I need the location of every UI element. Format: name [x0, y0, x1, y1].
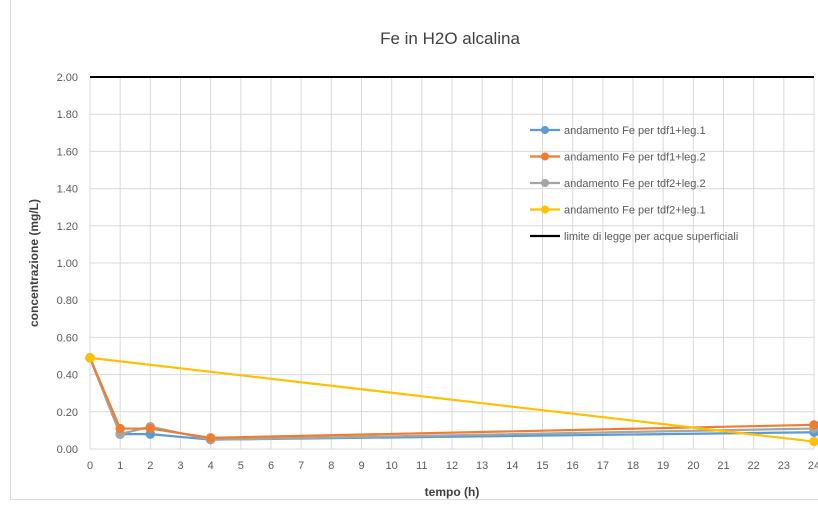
y-tick-label: 0.00 [57, 444, 78, 456]
x-tick-label: 13 [476, 460, 488, 472]
data-point [145, 423, 156, 434]
data-point [809, 436, 818, 447]
legend: andamento Fe per tdf1+leg.1 andamento Fe … [530, 125, 738, 243]
y-tick-label: 0.20 [57, 407, 78, 419]
y-tick-label: 0.40 [57, 370, 78, 382]
y-tick-label: 0.60 [57, 332, 78, 344]
x-tick-label: 5 [238, 460, 244, 472]
x-tick-label: 23 [778, 460, 790, 472]
x-tick-label: 18 [627, 460, 639, 472]
x-tick-label: 9 [358, 460, 364, 472]
series-3 [85, 353, 818, 447]
data-point [809, 420, 818, 430]
x-tick-label: 6 [268, 460, 274, 472]
x-tick-labels: 0 1 2 3 4 5 6 7 8 9 10 11 12 13 14 15 16 17 18 19 20 21 22 23 24 [87, 460, 818, 472]
legend-label: andamento Fe per tdf1+leg.1 [564, 125, 706, 137]
x-tick-label: 17 [597, 460, 609, 472]
legend-label: limite di legge per acque superficiali [564, 231, 738, 243]
legend-label: andamento Fe per tdf2+leg.2 [564, 178, 706, 190]
data-point [205, 433, 216, 443]
x-tick-label: 1 [117, 460, 123, 472]
y-axis-title: concentrazione (mg/L) [27, 199, 41, 327]
x-tick-label: 22 [748, 460, 760, 472]
x-tick-label: 15 [536, 460, 548, 472]
x-tick-label: 21 [717, 460, 729, 472]
legend-swatch-marker [541, 179, 549, 187]
x-axis-title: tempo (h) [425, 485, 480, 499]
x-tick-label: 4 [208, 460, 214, 472]
x-tick-label: 3 [177, 460, 183, 472]
legend-swatch-marker [541, 126, 549, 134]
x-tick-label: 7 [298, 460, 304, 472]
x-tick-label: 24 [808, 460, 818, 472]
legend-label: andamento Fe per tdf1+leg.2 [564, 152, 706, 164]
x-tick-label: 11 [416, 460, 427, 472]
y-tick-label: 1.60 [57, 146, 78, 158]
data-point [85, 353, 95, 363]
y-tick-label: 1.80 [57, 109, 78, 121]
gridlines [89, 76, 815, 450]
chart-title: Fe in H2O alcalina [380, 29, 520, 48]
x-tick-label: 19 [657, 460, 669, 472]
y-tick-label: 1.00 [57, 258, 78, 270]
x-tick-label: 2 [147, 460, 153, 472]
x-tick-label: 0 [87, 460, 93, 472]
series-line [89, 356, 815, 443]
y-tick-label: 2.00 [57, 72, 78, 84]
x-tick-label: 14 [506, 460, 518, 472]
x-tick-label: 16 [567, 460, 579, 472]
legend-swatch-marker [541, 152, 549, 161]
y-tick-label: 0.80 [57, 295, 78, 307]
y-tick-label: 1.20 [57, 221, 78, 233]
legend-label: andamento Fe per tdf2+leg.1 [564, 205, 706, 217]
x-tick-label: 10 [386, 460, 398, 472]
legend-swatch-marker [541, 205, 549, 214]
y-tick-labels: 0.00 0.20 0.40 0.60 0.80 1.00 1.20 1.40 1.60 1.80… [57, 72, 78, 456]
data-point [115, 423, 125, 434]
chart-frame [10, 0, 818, 500]
x-tick-label: 12 [446, 460, 458, 472]
x-tick-label: 8 [328, 460, 334, 472]
y-tick-label: 1.40 [57, 184, 78, 196]
series-layer [85, 76, 818, 447]
x-tick-label: 20 [687, 460, 699, 472]
